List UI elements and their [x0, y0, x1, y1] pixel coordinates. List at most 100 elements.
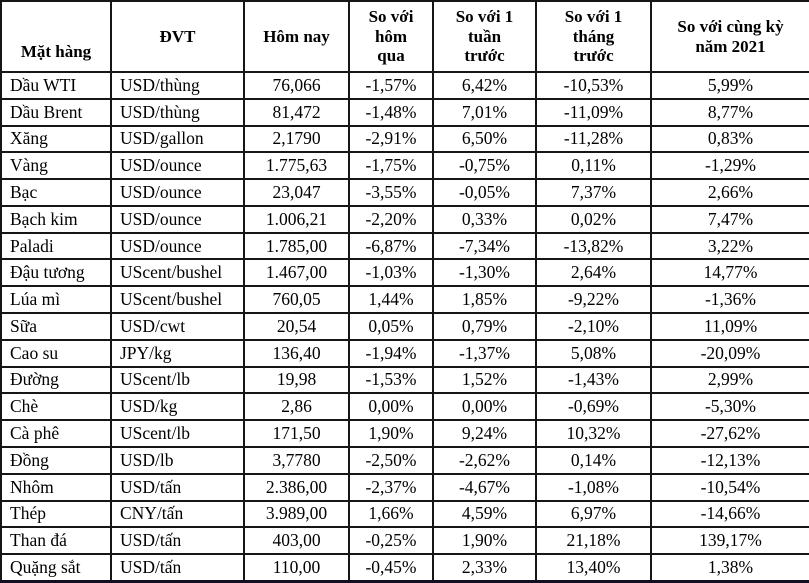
change-vs-yesterday-cell: -2,37% [348, 472, 434, 502]
unit-cell: CNY/tấn [110, 499, 245, 529]
change-vs-1-week-cell: -0,75% [432, 151, 537, 181]
unit-cell: UScent/bushel [110, 285, 245, 315]
change-vs-yesterday-cell: 0,05% [348, 312, 434, 341]
price-today-cell: 3.989,00 [243, 499, 350, 529]
change-vs-1-month-cell: 5,08% [535, 338, 652, 368]
commodity-name-cell: Nhôm [0, 472, 112, 502]
change-vs-2021-cell: 7,47% [650, 204, 809, 234]
change-vs-2021-cell: -27,62% [650, 419, 809, 448]
change-vs-1-week-cell: -4,67% [432, 472, 537, 502]
change-vs-1-month-cell: 13,40% [535, 553, 652, 583]
commodity-name-cell: Paladi [0, 231, 112, 261]
change-vs-1-month-cell: 0,02% [535, 204, 652, 234]
commodity-name-cell: Bạc [0, 178, 112, 207]
header-change-vs-yesterday: So với hôm qua [348, 0, 434, 73]
unit-cell: UScent/lb [110, 365, 245, 395]
change-vs-2021-cell: 3,22% [650, 231, 809, 261]
change-vs-1-month-cell: -1,43% [535, 365, 652, 395]
unit-cell: USD/ounce [110, 151, 245, 181]
unit-cell: USD/tấn [110, 526, 245, 556]
unit-cell: USD/ounce [110, 231, 245, 261]
commodity-name-cell: Dầu Brent [0, 97, 112, 127]
change-vs-yesterday-cell: 1,66% [348, 499, 434, 529]
price-today-cell: 2.386,00 [243, 472, 350, 502]
commodity-name-cell: Lúa mì [0, 285, 112, 315]
change-vs-yesterday-cell: -1,48% [348, 97, 434, 127]
table-row: Sữa USD/cwt 20,54 0,05% 0,79% -2,10% 11,09% [0, 312, 809, 341]
unit-cell: USD/tấn [110, 553, 245, 583]
change-vs-2021-cell: 1,38% [650, 553, 809, 583]
change-vs-yesterday-cell: -2,20% [348, 204, 434, 234]
change-vs-yesterday-cell: -1,53% [348, 365, 434, 395]
change-vs-1-month-cell: -13,82% [535, 231, 652, 261]
change-vs-1-month-cell: -10,53% [535, 71, 652, 100]
change-vs-1-week-cell: 9,24% [432, 419, 537, 448]
table-row: Đậu tương UScent/bushel 1.467,00 -1,03% -1,3… [0, 258, 809, 288]
unit-cell: USD/kg [110, 392, 245, 422]
commodity-name-cell: Đồng [0, 445, 112, 475]
change-vs-1-week-cell: 1,52% [432, 365, 537, 395]
table-row: Bạch kim USD/ounce 1.006,21 -2,20% 0,33% 0,02… [0, 204, 809, 234]
change-vs-2021-cell: -12,13% [650, 445, 809, 475]
change-vs-1-month-cell: -1,08% [535, 472, 652, 502]
header-commodity: Mặt hàng [0, 0, 112, 73]
commodity-name-cell: Vàng [0, 151, 112, 181]
unit-cell: USD/ounce [110, 178, 245, 207]
change-vs-1-week-cell: 4,59% [432, 499, 537, 529]
change-vs-1-month-cell: 0,14% [535, 445, 652, 475]
change-vs-2021-cell: -10,54% [650, 472, 809, 502]
change-vs-1-week-cell: 7,01% [432, 97, 537, 127]
change-vs-1-month-cell: 7,37% [535, 178, 652, 207]
unit-cell: USD/thùng [110, 71, 245, 100]
change-vs-1-week-cell: 2,33% [432, 553, 537, 583]
commodity-name-cell: Sữa [0, 312, 112, 341]
price-today-cell: 23,047 [243, 178, 350, 207]
change-vs-1-month-cell: 0,11% [535, 151, 652, 181]
table-row: Paladi USD/ounce 1.785,00 -6,87% -7,34% -13,8… [0, 231, 809, 261]
commodity-name-cell: Đường [0, 365, 112, 395]
header-change-vs-1-month: So với 1 tháng trước [535, 0, 652, 73]
table-row: Nhôm USD/tấn 2.386,00 -2,37% -4,67% -1,08% -10… [0, 472, 809, 502]
table-row: Quặng sắt USD/tấn 110,00 -0,45% 2,33% 13,40% 1… [0, 553, 809, 583]
change-vs-2021-cell: 14,77% [650, 258, 809, 288]
table-row: Bạc USD/ounce 23,047 -3,55% -0,05% 7,37% 2,66% [0, 178, 809, 207]
change-vs-1-month-cell: -0,69% [535, 392, 652, 422]
change-vs-yesterday-cell: -0,45% [348, 553, 434, 583]
change-vs-1-month-cell: 6,97% [535, 499, 652, 529]
table-row: Dầu Brent USD/thùng 81,472 -1,48% 7,01% -11,0… [0, 97, 809, 127]
change-vs-2021-cell: 8,77% [650, 97, 809, 127]
price-today-cell: 2,1790 [243, 124, 350, 154]
change-vs-yesterday-cell: -0,25% [348, 526, 434, 556]
unit-cell: USD/tấn [110, 472, 245, 502]
table-header: Mặt hàng ĐVT Hôm nay So với hôm qua So v… [0, 0, 809, 73]
price-today-cell: 19,98 [243, 365, 350, 395]
price-today-cell: 403,00 [243, 526, 350, 556]
price-today-cell: 20,54 [243, 312, 350, 341]
unit-cell: UScent/lb [110, 419, 245, 448]
commodity-name-cell: Cao su [0, 338, 112, 368]
change-vs-2021-cell: -14,66% [650, 499, 809, 529]
price-today-cell: 1.006,21 [243, 204, 350, 234]
commodity-name-cell: Bạch kim [0, 204, 112, 234]
change-vs-2021-cell: 0,83% [650, 124, 809, 154]
commodity-name-cell: Quặng sắt [0, 553, 112, 583]
change-vs-1-week-cell: -0,05% [432, 178, 537, 207]
price-today-cell: 1.785,00 [243, 231, 350, 261]
change-vs-1-month-cell: 10,32% [535, 419, 652, 448]
change-vs-yesterday-cell: -1,75% [348, 151, 434, 181]
table-row: Lúa mì UScent/bushel 760,05 1,44% 1,85% -9,22… [0, 285, 809, 315]
commodity-name-cell: Cà phê [0, 419, 112, 448]
change-vs-1-week-cell: 0,00% [432, 392, 537, 422]
table-body: Dầu WTI USD/thùng 76,066 -1,57% 6,42% -10,53%… [0, 71, 809, 583]
change-vs-yesterday-cell: 0,00% [348, 392, 434, 422]
change-vs-1-month-cell: 21,18% [535, 526, 652, 556]
price-today-cell: 171,50 [243, 419, 350, 448]
unit-cell: UScent/bushel [110, 258, 245, 288]
change-vs-1-month-cell: -9,22% [535, 285, 652, 315]
price-today-cell: 76,066 [243, 71, 350, 100]
unit-cell: USD/cwt [110, 312, 245, 341]
commodity-name-cell: Thép [0, 499, 112, 529]
change-vs-2021-cell: 2,99% [650, 365, 809, 395]
unit-cell: USD/thùng [110, 97, 245, 127]
change-vs-1-week-cell: 1,85% [432, 285, 537, 315]
